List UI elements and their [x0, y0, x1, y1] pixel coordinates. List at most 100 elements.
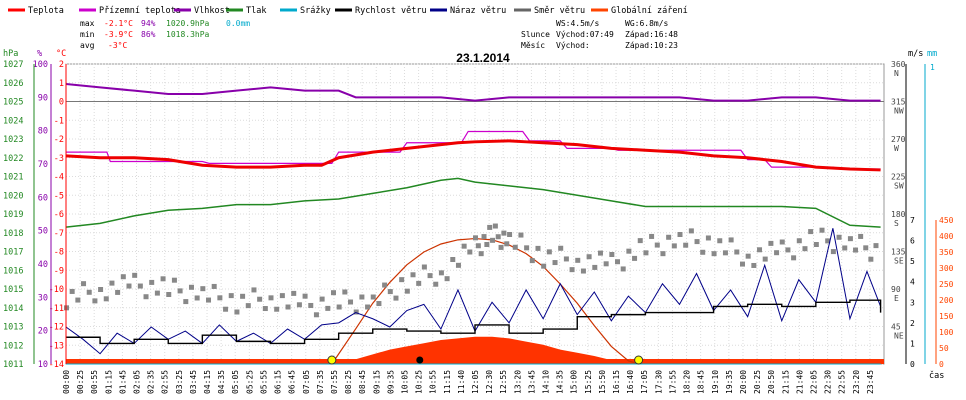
wind-direction-point [217, 295, 223, 301]
wind-direction-point [671, 243, 677, 249]
wind-direction-point [433, 281, 439, 287]
wind-direction-point [518, 232, 524, 238]
wind-direction-point [868, 256, 874, 262]
wind-speed-tick-label: 4 [910, 278, 915, 287]
radiation-area [331, 336, 639, 364]
wind-direction-point [194, 295, 200, 301]
wind-direction-point [416, 280, 422, 286]
time-tick-label: 02:05 [133, 370, 142, 394]
legend-item-label: Náraz větru [450, 6, 506, 16]
time-tick-label: 11:40 [457, 370, 466, 394]
time-tick-label: 20:25 [753, 370, 762, 394]
pressure-tick-label: 1019 [3, 210, 23, 220]
wind-dir-tick-value: 270 [891, 135, 906, 144]
time-tick-label: 14:10 [542, 370, 551, 394]
temp-tick-label: -4 [54, 173, 64, 183]
time-tick-label: 17:30 [654, 370, 663, 394]
wind-speed-tick-label: 2 [910, 319, 915, 328]
time-tick-label: 16:40 [626, 370, 635, 394]
pressure-tick-label: 1012 [3, 341, 23, 351]
stats-max-temp: -2.1°C [104, 19, 133, 28]
wind-dir-tick-name: E [894, 294, 899, 303]
rain-tick-label: 1 [930, 63, 935, 72]
time-tick-label: 08:45 [358, 370, 367, 394]
wind-direction-point [262, 306, 268, 312]
wind-direction-point [245, 303, 251, 309]
wind-direction-point [455, 262, 461, 268]
wind-direction-point [490, 237, 496, 243]
wind-ws: WS:4.5m/s [556, 19, 600, 28]
wind-direction-point [666, 234, 672, 240]
temp-tick-label: -12 [49, 323, 64, 333]
wind-direction-point [171, 277, 177, 283]
time-tick-label: 12:05 [471, 370, 480, 394]
wind-direction-point [688, 228, 694, 234]
x-axis: 00:00 00:25 00:55 01:15 01:45 02:05 02:35 02:55… [62, 370, 875, 394]
temp-tick-label: -8 [54, 248, 64, 258]
time-tick-label: 18:45 [697, 370, 706, 394]
wind-speed-tick-label: 6 [910, 237, 915, 246]
wind-direction-point [825, 238, 831, 244]
y-axes: 1011101210131014101510161017101810191020… [3, 60, 954, 370]
wind-direction-point [498, 244, 504, 250]
pressure-tick-label: 1011 [3, 360, 23, 370]
time-unit-label: čas [929, 370, 944, 381]
wind-direction-point [404, 288, 410, 294]
wind-direction-point [529, 258, 535, 264]
wind-direction-point [359, 294, 365, 300]
wind-direction-point [353, 309, 359, 315]
moon-set: Západ:10:23 [625, 41, 678, 50]
wind-direction-point [487, 224, 493, 230]
wind-direction-point [524, 245, 530, 251]
time-tick-label: 01:45 [118, 370, 127, 394]
wind-direction-point [495, 234, 501, 240]
axis-header-pct: % [37, 49, 42, 59]
wind-direction-point [575, 257, 581, 263]
stats-max-label: max [80, 19, 95, 28]
temp-tick-label: -14 [49, 360, 64, 370]
pressure-tick-label: 1020 [3, 191, 23, 201]
wind-direction-point [728, 237, 734, 243]
wind-direction-point [330, 290, 336, 296]
wind-direction-point [791, 255, 797, 261]
pressure-tick-label: 1014 [3, 304, 23, 314]
wind-direction-point [626, 248, 632, 254]
wind-direction-point [492, 223, 498, 229]
sun-set: Západ:16:48 [625, 30, 678, 39]
wind-direction-point [504, 241, 510, 247]
wind-direction-point [739, 261, 745, 267]
legend: Teplota Přízemní teplota Vlhkost Tlak Srážky… [8, 6, 688, 16]
pressure-tick-label: 1026 [3, 79, 23, 89]
wind-dir-tick-value: 90 [891, 285, 901, 294]
pressure-tick-label: 1013 [3, 323, 23, 333]
sun-label: Slunce [521, 30, 550, 39]
wind-direction-point [863, 245, 869, 251]
wind-direction-point [137, 283, 143, 289]
wind-direction-point [336, 304, 342, 310]
wind-direction-point [296, 302, 302, 308]
wind-direction-point [481, 234, 487, 240]
wind-direction-point [785, 247, 791, 253]
wind-direction-point [643, 250, 649, 256]
wind-direction-point [836, 234, 842, 240]
wind-direction-point [240, 293, 246, 299]
wind-direction-point [291, 290, 297, 296]
time-tick-label: 16:15 [612, 370, 621, 394]
time-tick-label: 14:35 [556, 370, 565, 394]
wind-direction-point [586, 254, 592, 260]
wind-direction-point [393, 295, 399, 301]
wind-direction-point [722, 250, 728, 256]
stats-block: max -2.1°C 94% 1020.9hPa 0.0mm min -3.9°… [80, 19, 250, 50]
time-tick-label: 05:55 [259, 370, 268, 394]
time-tick-label: 21:15 [781, 370, 790, 394]
wind-direction-point [819, 227, 825, 233]
pressure-tick-label: 1016 [3, 266, 23, 276]
time-tick-label: 06:45 [288, 370, 297, 394]
time-tick-label: 00:25 [76, 370, 85, 394]
time-tick-label: 15:25 [584, 370, 593, 394]
legend-item-label: Teplota [28, 6, 64, 16]
stats-min-press: 1018.3hPa [166, 30, 210, 39]
wind-speed-tick-label: 0 [910, 360, 915, 369]
wind-direction-point [580, 268, 586, 274]
